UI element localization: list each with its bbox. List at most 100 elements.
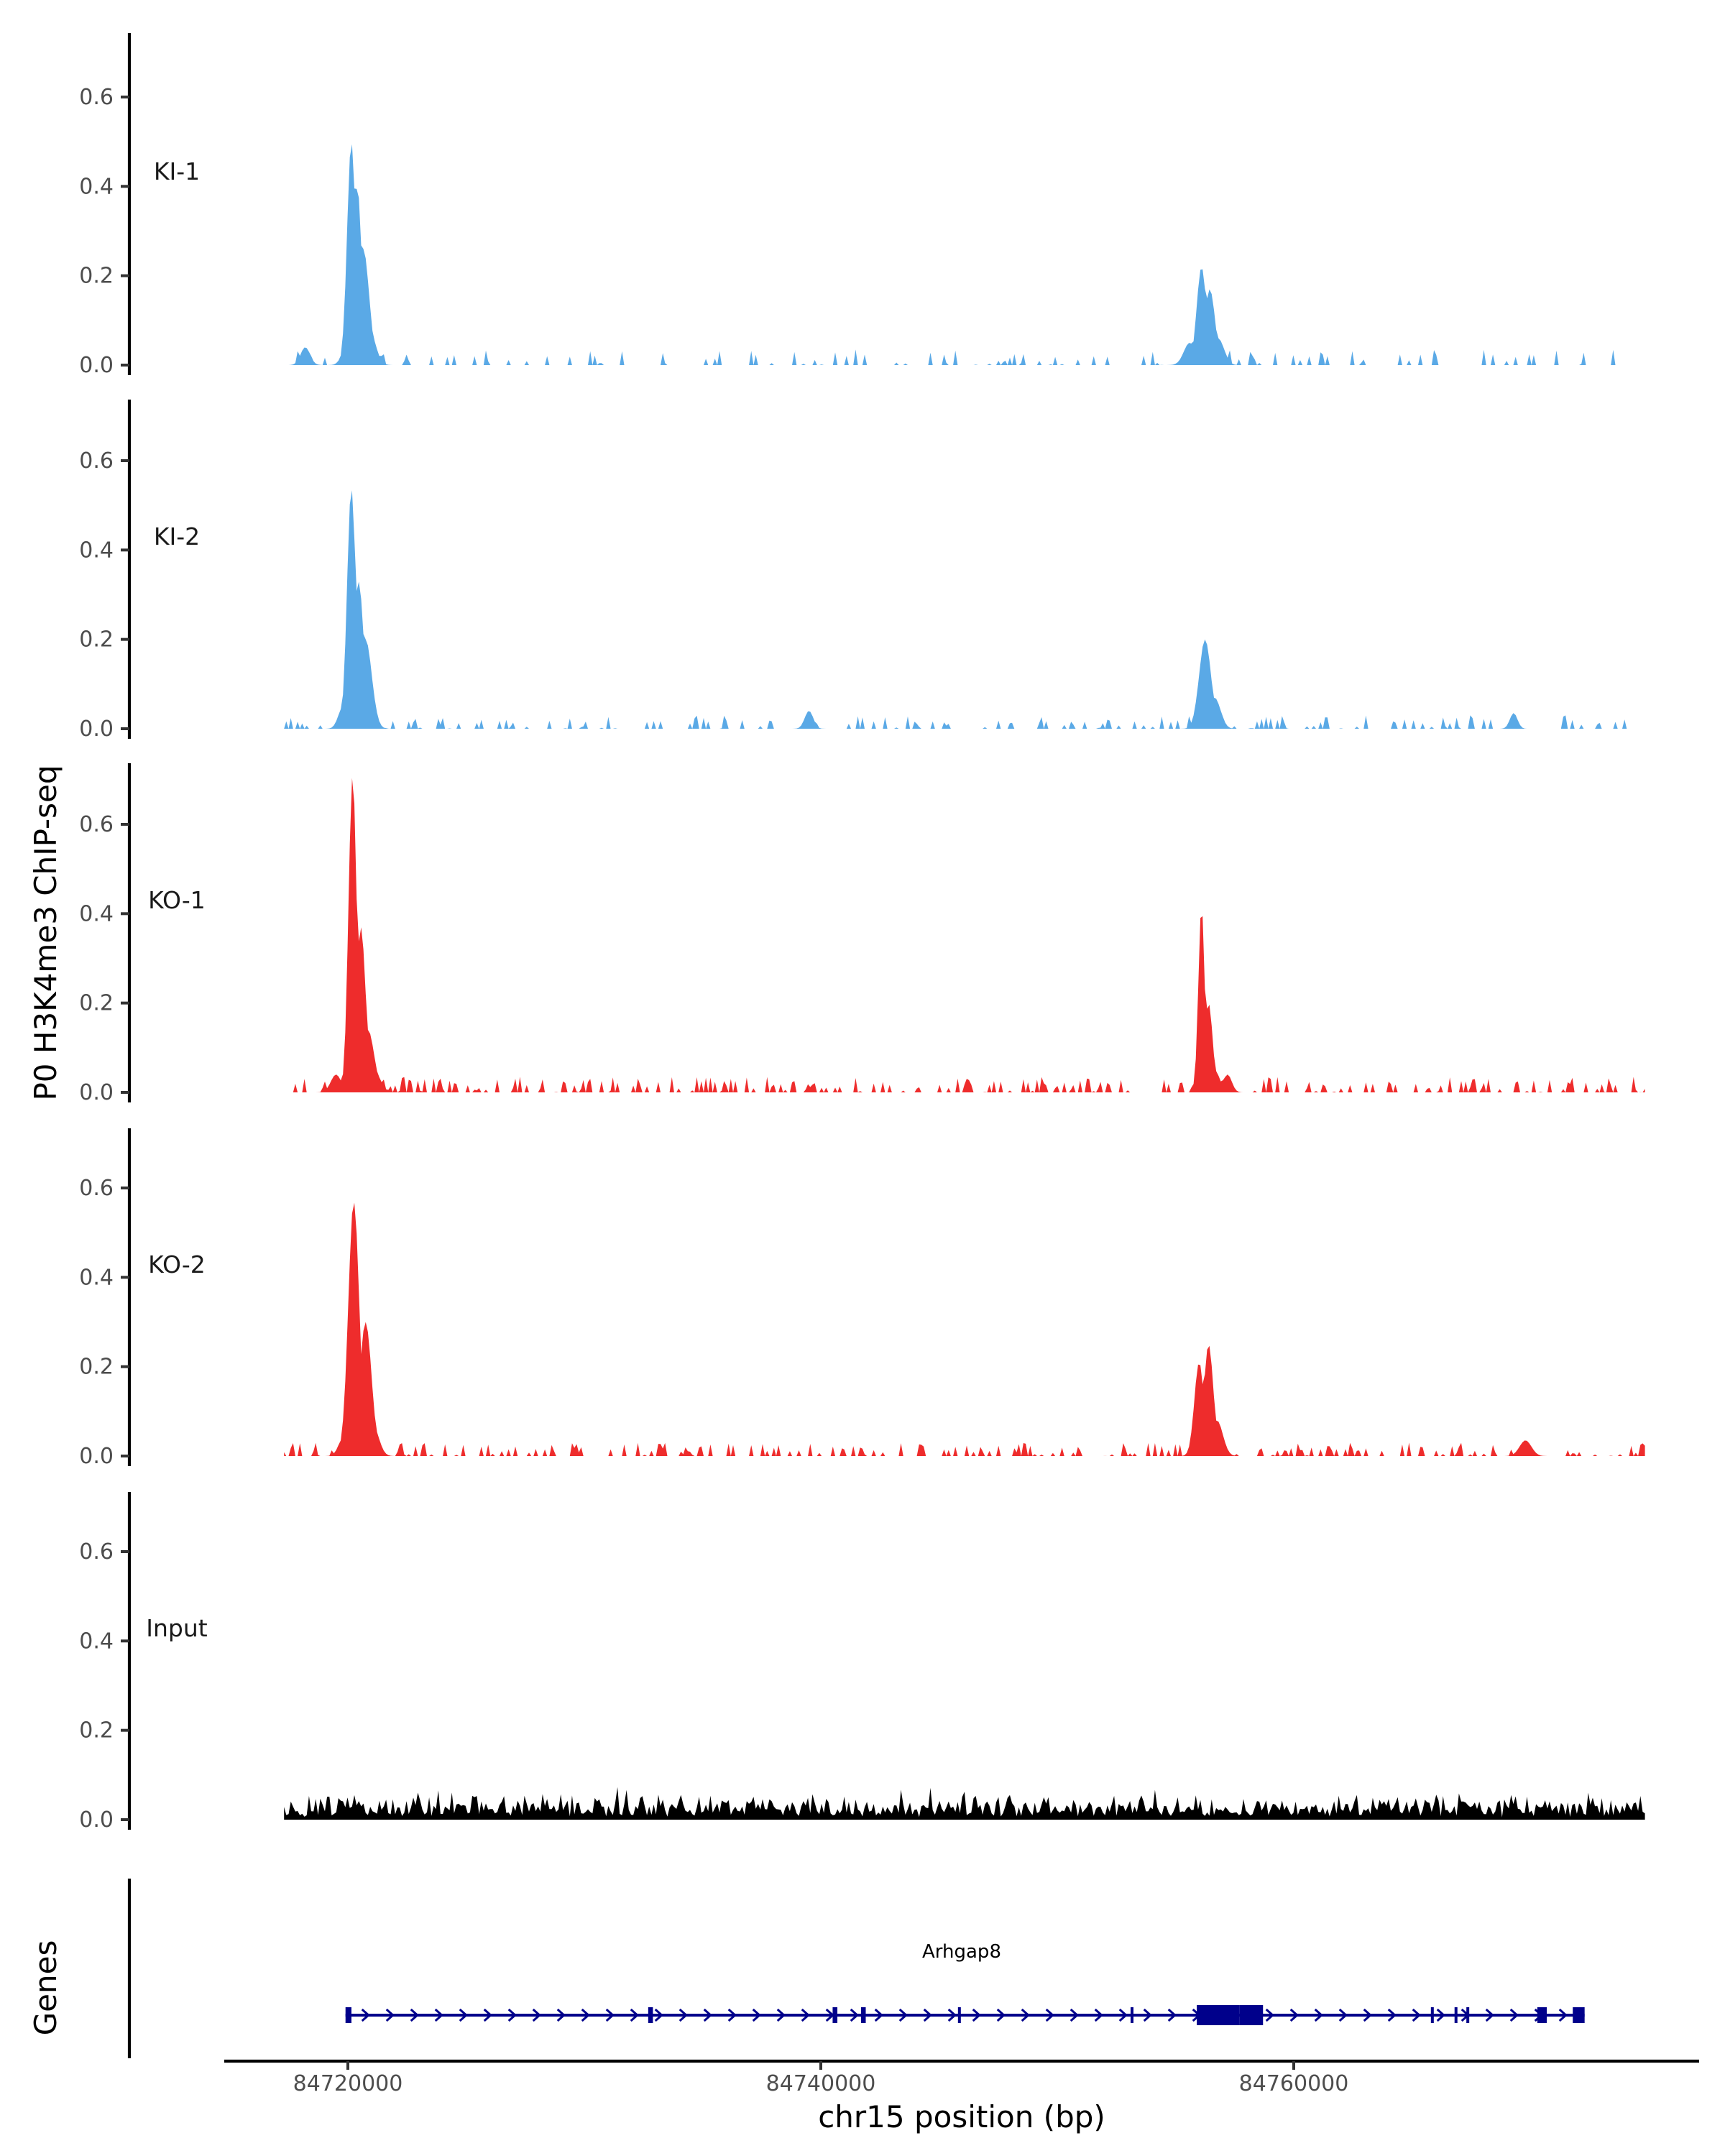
track-ki-1: 0.0 0.2 0.4 0.6: [79, 33, 1645, 378]
strand-arrow-icon: [874, 2008, 883, 2022]
y-tick-label: 0.2: [79, 264, 114, 289]
strand-arrow-icon: [1143, 2008, 1152, 2022]
y-tick-label: 0.0: [79, 717, 114, 742]
gene-exon: [1130, 2007, 1133, 2023]
track-ko-2: 0.0 0.2 0.4 0.6: [79, 1128, 1645, 1469]
signal-area-ko-1: [284, 778, 1645, 1092]
x-tick-label: 84720000: [293, 2071, 403, 2096]
strand-arrow-icon: [1070, 2008, 1079, 2022]
gene-exon: [1466, 2007, 1470, 2023]
strand-arrow-icon: [361, 2008, 370, 2022]
strand-arrow-icon: [1118, 2008, 1128, 2022]
gene-exon: [957, 2007, 961, 2023]
y-tick-label: 0.6: [79, 1176, 114, 1201]
genes-track: Genes Arhgap8: [28, 1879, 1585, 2058]
strand-arrow-icon: [1045, 2008, 1054, 2022]
gene-exon: [1239, 2005, 1264, 2025]
strand-arrow-icon: [776, 2008, 786, 2022]
strand-arrow-icon: [947, 2008, 957, 2022]
strand-arrow-icon: [1387, 2008, 1397, 2022]
y-tick-label: 0.4: [79, 1265, 114, 1290]
y-axis-title: P0 H3K4me3 ChIP-seq: [28, 765, 63, 1100]
y-tick-label: 0.0: [79, 1080, 114, 1105]
strand-arrow-icon: [605, 2008, 615, 2022]
strand-arrow-icon: [850, 2008, 859, 2022]
strand-arrow-icon: [630, 2008, 639, 2022]
strand-arrow-icon: [923, 2008, 932, 2022]
strand-arrow-icon: [483, 2008, 492, 2022]
strand-arrow-icon: [1265, 2008, 1274, 2022]
y-tick-label: 0.0: [79, 353, 114, 378]
strand-arrow-icon: [703, 2008, 712, 2022]
gene-exon: [1197, 2005, 1240, 2025]
genes-track-title: Genes: [28, 1940, 63, 2036]
y-tick-label: 0.2: [79, 991, 114, 1016]
y-tick-label: 0.2: [79, 1355, 114, 1380]
strand-arrow-icon: [507, 2008, 517, 2022]
track-label-input: Input: [146, 1614, 208, 1642]
track-label-ki-1: KI-1: [154, 157, 200, 185]
track-label-ko-1: KO-1: [148, 886, 206, 914]
strand-arrow-icon: [581, 2008, 590, 2022]
y-tick-label: 0.0: [79, 1444, 114, 1469]
y-tick-label: 0.0: [79, 1807, 114, 1833]
x-axis-title: chr15 position (bp): [818, 2099, 1105, 2134]
track-label-ki-2: KI-2: [154, 522, 200, 550]
track-input: 0.0 0.2 0.4 0.6: [79, 1492, 1645, 1833]
strand-arrow-icon: [1558, 2008, 1568, 2022]
y-tick-label: 0.4: [79, 1628, 114, 1654]
y-tick-label: 0.6: [79, 812, 114, 837]
y-tick-label: 0.4: [79, 174, 114, 199]
strand-arrow-icon: [385, 2008, 395, 2022]
signal-area-ko-2: [284, 1202, 1645, 1456]
strand-arrow-icon: [1314, 2008, 1323, 2022]
gene-exon: [648, 2007, 653, 2023]
gene-exon: [832, 2007, 838, 2023]
strand-arrow-icon: [1289, 2008, 1299, 2022]
strand-arrow-icon: [801, 2008, 810, 2022]
signal-area-ki-2: [284, 490, 1645, 729]
y-tick-label: 0.6: [79, 85, 114, 110]
x-axis: chr15 position (bp) 84720000 84740000 8476…: [224, 2059, 1699, 2134]
y-tick-label: 0.6: [79, 1539, 114, 1565]
strand-arrow-icon: [1338, 2008, 1348, 2022]
strand-arrow-icon: [678, 2008, 688, 2022]
y-tick-label: 0.4: [79, 901, 114, 926]
x-tick-label: 84760000: [1239, 2071, 1349, 2096]
strand-arrow-icon: [410, 2008, 419, 2022]
strand-arrow-icon: [996, 2008, 1006, 2022]
y-tick-label: 0.4: [79, 538, 114, 563]
strand-arrow-icon: [1509, 2008, 1519, 2022]
strand-arrow-icon: [459, 2008, 468, 2022]
gene-exon: [1537, 2007, 1547, 2023]
gene-exon: [1454, 2007, 1458, 2023]
strand-arrow-icon: [1485, 2008, 1494, 2022]
y-tick-label: 0.6: [79, 448, 114, 474]
gene-exon: [345, 2007, 351, 2023]
strand-arrow-icon: [1363, 2008, 1372, 2022]
strand-arrow-icon: [898, 2008, 908, 2022]
signal-area-ki-1: [284, 144, 1645, 366]
strand-arrow-icon: [727, 2008, 737, 2022]
signal-tracks: 0.00.20.40.60.00.20.40.60.00.20.40.60.00…: [79, 33, 1645, 1833]
gene-exon: [1573, 2007, 1585, 2023]
strand-arrow-icon: [556, 2008, 566, 2022]
y-tick-label: 0.2: [79, 1718, 114, 1743]
strand-arrow-icon: [752, 2008, 761, 2022]
y-tick-label: 0.2: [79, 627, 114, 653]
x-tick-label: 84740000: [766, 2071, 876, 2096]
track-ki-2: 0.0 0.2 0.4 0.6: [79, 400, 1645, 742]
track-label-ko-2: KO-2: [148, 1250, 206, 1279]
signal-area-input: [284, 1787, 1645, 1820]
track-labels: KI-1 KI-2 KO-1 KO-2 Input: [146, 157, 208, 1642]
strand-arrow-icon: [972, 2008, 981, 2022]
strand-arrow-icon: [1412, 2008, 1421, 2022]
strand-arrow-icon: [1436, 2008, 1445, 2022]
y-axis-title-group: P0 H3K4me3 ChIP-seq: [28, 765, 63, 1100]
strand-arrow-icon: [532, 2008, 541, 2022]
track-ko-1: 0.0 0.2 0.4 0.6: [79, 763, 1645, 1105]
strand-arrow-icon: [654, 2008, 663, 2022]
gene-exon: [860, 2007, 866, 2023]
strand-arrow-icon: [1021, 2008, 1030, 2022]
